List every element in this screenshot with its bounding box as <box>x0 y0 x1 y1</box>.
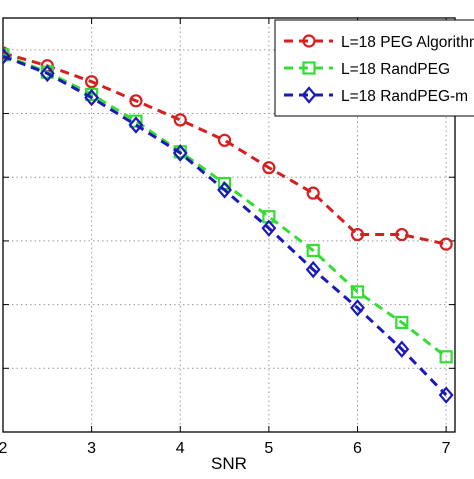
x-tick-label: 6 <box>353 440 362 457</box>
data-point <box>438 386 454 404</box>
legend-swatch-marker <box>301 86 317 104</box>
series-line <box>3 54 448 397</box>
x-axis-label: SNR <box>211 454 247 473</box>
data-point <box>129 94 143 108</box>
legend-label: L=18 RandPEG <box>341 61 450 78</box>
data-point <box>85 75 99 89</box>
data-point <box>172 144 188 162</box>
data-point <box>439 350 453 364</box>
data-point <box>39 64 55 83</box>
x-tick-label: 4 <box>176 440 185 457</box>
legend-entry: L=18 PEG Algorithm <box>284 34 474 51</box>
data-point <box>3 47 11 65</box>
x-tick-label: 2 <box>0 440 8 457</box>
data-point <box>350 285 365 299</box>
data-point <box>395 227 409 242</box>
data-point <box>305 260 321 279</box>
data-point <box>350 227 365 242</box>
series-3 <box>3 47 454 404</box>
data-point <box>306 243 320 258</box>
data-point <box>395 315 409 330</box>
x-tick-label: 7 <box>442 440 451 457</box>
legend-label: L=18 PEG Algorithm <box>341 34 474 51</box>
data-point <box>128 116 144 134</box>
data-point <box>173 113 187 127</box>
plot-frame <box>2 17 456 433</box>
legend-swatch-marker <box>302 61 316 75</box>
series-line <box>3 51 447 246</box>
data-point <box>439 237 453 251</box>
x-tick-label: 5 <box>264 440 273 457</box>
data-point <box>217 133 232 147</box>
series-1 <box>3 46 453 251</box>
legend-label: L=18 RandPEG-m <box>341 88 468 105</box>
legend-entry: L=18 RandPEG-m <box>284 86 468 105</box>
data-point <box>84 88 100 107</box>
x-tick-label: 3 <box>87 440 96 457</box>
data-point <box>217 181 233 199</box>
data-point <box>306 186 320 200</box>
legend: L=18 PEG Algorithm L=18 RandPEG L=18 RandP… <box>274 19 474 117</box>
data-point <box>262 161 276 175</box>
legend-swatch-marker <box>302 34 316 48</box>
data-point <box>394 340 410 358</box>
legend-entry: L=18 RandPEG <box>284 61 450 78</box>
data-point <box>261 219 277 237</box>
data-point <box>350 299 365 317</box>
